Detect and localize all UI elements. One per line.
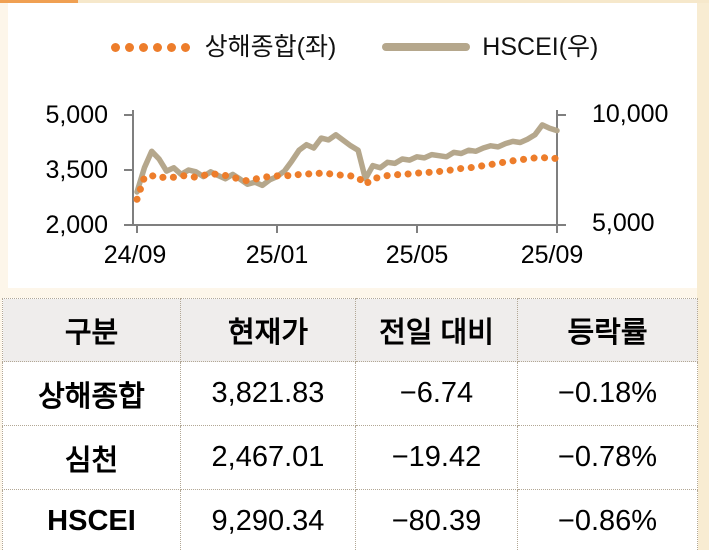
- change-value: −19.42: [355, 425, 518, 490]
- rate-value: −0.18%: [517, 361, 698, 426]
- quote-table: 구분 현재가 전일 대비 등락률 상해종합 3,821.83 −6.74 −0.…: [2, 298, 698, 550]
- col-header-category: 구분: [2, 298, 181, 362]
- page-top-line: [0, 0, 709, 3]
- shanghai-dotted-marker-icon: [110, 42, 190, 52]
- x-axis-tick-2501: 25/01: [245, 241, 309, 269]
- left-axis-tick-5000: 5,000: [45, 101, 108, 129]
- hscei-series-line: [134, 122, 560, 195]
- change-value: −6.74: [355, 361, 518, 426]
- price-value: 3,821.83: [180, 361, 356, 426]
- col-header-price: 현재가: [180, 298, 356, 362]
- x-axis-tick-2409: 24/09: [103, 241, 167, 269]
- row-label: 상해종합: [2, 361, 181, 426]
- x-axis-tick-2505: 25/05: [385, 241, 449, 269]
- table-row-shanghai: 상해종합 3,821.83 −6.74 −0.18%: [2, 361, 698, 426]
- col-header-change: 전일 대비: [355, 298, 518, 362]
- dual-axis-line-chart: [124, 110, 566, 233]
- rate-value: −0.86%: [517, 489, 698, 550]
- price-value: 2,467.01: [180, 425, 356, 490]
- table-header-row: 구분 현재가 전일 대비 등락률: [2, 298, 698, 362]
- right-axis-tick-10000: 10,000: [592, 100, 669, 128]
- table-row-hscei: HSCEI 9,290.34 −80.39 −0.86%: [2, 489, 698, 550]
- rate-value: −0.78%: [517, 425, 698, 490]
- col-header-rate: 등락률: [517, 298, 698, 362]
- table-row-shenzhen: 심천 2,467.01 −19.42 −0.78%: [2, 425, 698, 490]
- shanghai-series-dots: [133, 153, 561, 203]
- legend-label-hscei: HSCEI(우): [482, 33, 599, 61]
- left-axis-tick-3500: 3,500: [45, 156, 108, 184]
- x-axis-tick-2509: 25/09: [520, 241, 584, 269]
- left-axis-tick-2000: 2,000: [45, 211, 108, 239]
- page-edge-band: [697, 0, 709, 550]
- row-label: HSCEI: [2, 489, 181, 550]
- price-value: 9,290.34: [180, 489, 356, 550]
- chart-axes: [124, 110, 566, 233]
- change-value: −80.39: [355, 489, 518, 550]
- right-axis-tick-5000: 5,000: [592, 209, 655, 237]
- chart-legend: 상해종합(좌) HSCEI(우): [0, 33, 709, 61]
- row-label: 심천: [2, 425, 181, 490]
- legend-label-shanghai: 상해종합(좌): [204, 33, 337, 61]
- page-top-accent: [0, 0, 78, 3]
- hscei-line-marker-icon: [382, 43, 471, 51]
